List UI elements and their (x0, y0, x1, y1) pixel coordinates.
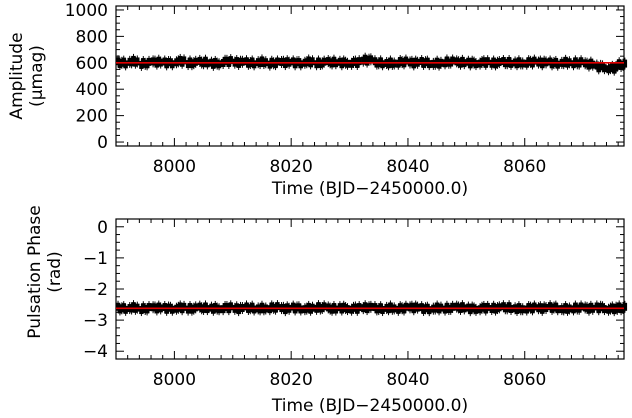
data-point (193, 57, 198, 66)
data-point (193, 303, 198, 312)
data-point (216, 60, 222, 69)
y-tick-label: −3 (83, 311, 108, 331)
data-point (403, 56, 409, 65)
data-point (181, 302, 187, 311)
y-tick-label: −2 (83, 280, 108, 300)
x-tick-label: 8000 (153, 370, 196, 390)
data-point (333, 305, 339, 314)
data-point (555, 305, 560, 314)
x-tick-label: 8040 (386, 370, 429, 390)
data-point (321, 57, 327, 66)
y-tick-label: 0 (97, 218, 108, 238)
y-axis-label-line1: Pulsation Phase (25, 205, 45, 338)
x-axis-label: Time (BJD−2450000.0) (271, 179, 468, 199)
data-point (578, 302, 584, 311)
data-point (520, 305, 525, 314)
data-point (170, 60, 175, 69)
data-point (240, 57, 245, 66)
data-point (380, 60, 385, 69)
data-point (532, 56, 537, 65)
x-tick-label: 8020 (270, 157, 313, 177)
x-tick-label: 8040 (386, 157, 429, 177)
data-point (181, 56, 187, 65)
data-point (450, 302, 455, 311)
data-point (427, 60, 432, 69)
data-point (508, 59, 514, 68)
amplitude-panel: 8000 8020 8040 8060 0 200 400 600 800 1000 Time (B… (7, 1, 628, 199)
data-point (123, 305, 128, 314)
plot-frame (115, 5, 625, 147)
phase-panel: 8000 8020 8040 8060 0 −1 −2 −3 −4 Time (BJD−24500… (25, 205, 628, 416)
data-point (275, 57, 280, 66)
x-tick-label: 8000 (153, 157, 196, 177)
data-point (345, 59, 350, 68)
data-point (228, 302, 233, 311)
data-point (622, 59, 628, 68)
data-point (310, 57, 315, 66)
data-point (380, 306, 385, 315)
y-tick-label: −4 (83, 342, 108, 362)
data-point (403, 302, 409, 311)
data-point (170, 305, 175, 314)
data-point (135, 57, 140, 66)
data-point (146, 57, 152, 66)
data-point (602, 64, 607, 73)
data-point (578, 57, 584, 66)
y-tick-label: 600 (76, 54, 108, 74)
x-tick-label: 8020 (270, 370, 313, 390)
data-point (590, 60, 595, 69)
y-tick-label: 400 (76, 80, 108, 100)
data-point (275, 302, 280, 311)
data-point (251, 305, 257, 314)
plot-frame (115, 218, 625, 360)
y-tick-label: 800 (76, 27, 108, 47)
data-point (450, 56, 455, 65)
y-axis-label-line2: (μmag) (27, 45, 47, 107)
data-point (146, 303, 152, 312)
data-point (123, 60, 128, 69)
y-tick-label: −1 (83, 249, 108, 269)
data-point (251, 60, 257, 69)
y-tick-label: 0 (97, 133, 108, 153)
data-point (555, 60, 560, 69)
data-point (622, 302, 628, 311)
y-tick-label: 200 (76, 107, 108, 127)
data-point (497, 303, 502, 312)
data-point (473, 305, 479, 314)
data-point (357, 303, 362, 312)
data-point (298, 60, 304, 69)
data-point (427, 306, 432, 315)
data-point (485, 57, 490, 66)
data-point (321, 302, 327, 311)
x-axis-label: Time (BJD−2450000.0) (271, 396, 468, 416)
data-point (228, 56, 233, 65)
data-point (357, 57, 362, 66)
data-point (368, 55, 374, 64)
data-point (216, 305, 222, 314)
data-point (368, 302, 374, 311)
data-point (298, 305, 304, 314)
y-axis-label-line1: Amplitude (7, 32, 27, 119)
y-axis-label-line2: (rad) (45, 251, 65, 292)
data-point (345, 305, 350, 314)
data-point (485, 302, 490, 311)
y-tick-label: 1000 (65, 1, 108, 21)
data-point (532, 302, 537, 311)
x-tick-label: 8060 (503, 157, 546, 177)
x-tick-label: 8060 (503, 370, 546, 390)
data-point (473, 60, 479, 69)
